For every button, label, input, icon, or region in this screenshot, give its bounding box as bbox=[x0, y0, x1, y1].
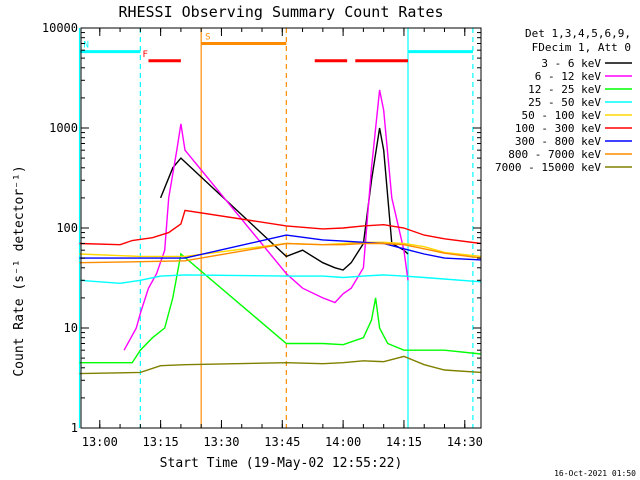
legend-header-line-0: Det 1,3,4,5,6,9, bbox=[525, 27, 631, 40]
flag-label-F: F bbox=[142, 50, 147, 60]
legend-header: Det 1,3,4,5,6,9,FDecim 1, Att 0 bbox=[525, 27, 631, 54]
legend-label-4: 50 - 100 keV bbox=[522, 109, 602, 122]
series-line-2 bbox=[79, 252, 482, 364]
series-line-4 bbox=[79, 241, 482, 258]
series-line-1 bbox=[123, 89, 409, 351]
legend-label-5: 100 - 300 keV bbox=[515, 122, 601, 135]
y-tick-label-1: 10 bbox=[64, 321, 78, 335]
x-tick-label-3: 13:45 bbox=[264, 435, 300, 449]
plot-area: N S F bbox=[78, 28, 482, 428]
legend-label-3: 25 - 50 keV bbox=[528, 96, 601, 109]
x-axis-label: Start Time (19-May-02 12:55:22) bbox=[160, 456, 403, 471]
series-line-7 bbox=[79, 242, 482, 264]
legend-header-line-1: FDecim 1, Att 0 bbox=[532, 41, 631, 54]
plot-frame bbox=[80, 27, 482, 429]
footer-timestamp: 16-Oct-2021 01:50 bbox=[554, 469, 636, 478]
series-line-8 bbox=[79, 355, 482, 375]
x-tick-label-5: 14:15 bbox=[386, 435, 422, 449]
y-tick-label-4: 10000 bbox=[42, 21, 78, 35]
series-line-3 bbox=[79, 274, 482, 285]
x-tick-label-6: 14:30 bbox=[447, 435, 483, 449]
y-tick-label-3: 1000 bbox=[49, 121, 78, 135]
y-tick-label-2: 100 bbox=[56, 221, 78, 235]
y-tick-label-0: 1 bbox=[71, 421, 78, 435]
series-line-6 bbox=[79, 234, 482, 261]
axes: 1 10 100 1000 10000 13:00 13:15 13:30 13:45 14:00… bbox=[42, 21, 483, 449]
x-tick-label-2: 13:30 bbox=[203, 435, 239, 449]
flag-label-N: N bbox=[84, 41, 89, 51]
legend-label-7: 800 - 7000 keV bbox=[508, 148, 601, 161]
legend-label-2: 12 - 25 keV bbox=[528, 83, 601, 96]
legend-label-0: 3 - 6 keV bbox=[541, 57, 601, 70]
x-tick-label-0: 13:00 bbox=[82, 435, 118, 449]
flag-label-S: S bbox=[205, 32, 210, 42]
legend-label-8: 7000 - 15000 keV bbox=[495, 161, 601, 174]
series-line-0 bbox=[159, 127, 409, 271]
chart-title: RHESSI Observing Summary Count Rates bbox=[118, 3, 443, 21]
legend-label-6: 300 - 800 keV bbox=[515, 135, 601, 148]
y-axis-label: Count Rate (s⁻¹ detector⁻¹) bbox=[12, 165, 27, 376]
legend-label-1: 6 - 12 keV bbox=[535, 70, 602, 83]
x-tick-label-1: 13:15 bbox=[143, 435, 179, 449]
x-tick-label-4: 14:00 bbox=[325, 435, 361, 449]
series-line-5 bbox=[79, 209, 482, 246]
